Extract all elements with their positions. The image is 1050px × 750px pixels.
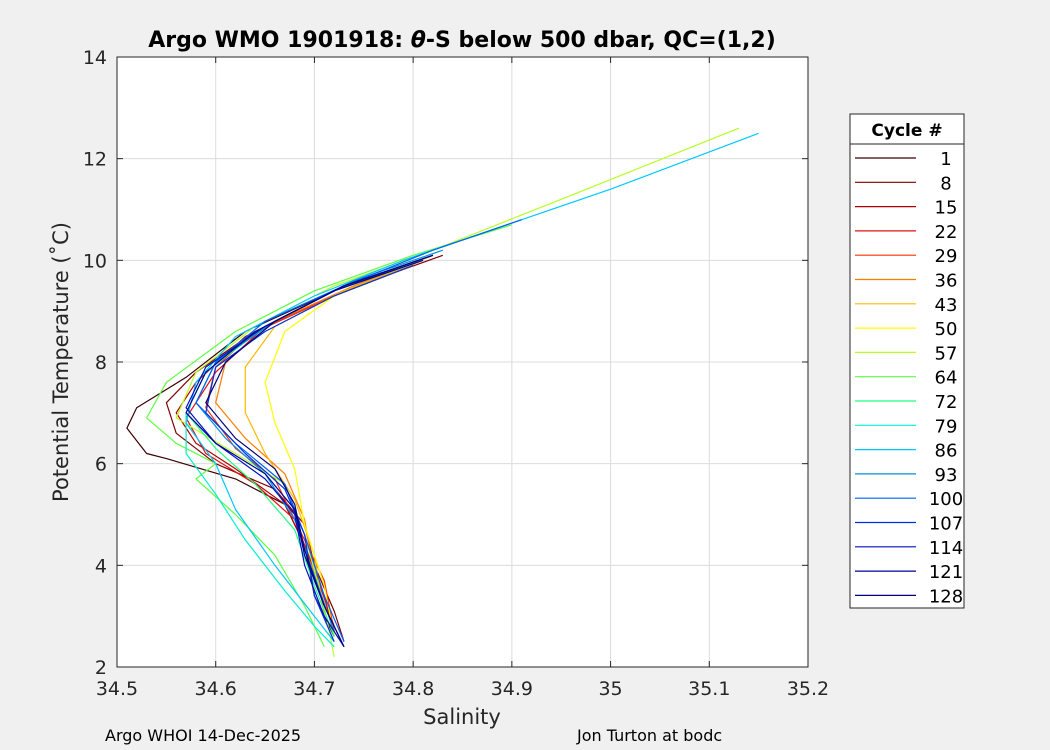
chart-title-suffix: -S below 500 dbar, QC=(1,2) [426, 28, 776, 53]
legend-entry-label: 64 [935, 368, 958, 389]
legend-entry-label: 43 [935, 295, 958, 316]
legend-entry-label: 36 [935, 271, 958, 292]
y-tick-label: 14 [83, 47, 107, 69]
x-tick-label: 34.9 [491, 678, 533, 700]
x-tick-label: 34.8 [392, 678, 434, 700]
y-tick-label: 8 [95, 352, 107, 374]
series-line-cycle-128 [205, 254, 434, 647]
legend-entry-label: 121 [929, 562, 963, 583]
x-tick-label: 34.7 [293, 678, 335, 700]
legend-entry-label: 114 [929, 538, 963, 559]
legend-entry-label: 86 [935, 441, 958, 462]
legend-entry-label: 1 [940, 149, 951, 170]
legend-entry-label: 15 [935, 198, 958, 219]
x-tick-label: 34.6 [195, 678, 237, 700]
axis-ticks: 34.5 34.6 34.7 34.8 34.9 35 35.1 35.2 2 4 6 8 10 12 14 [83, 47, 829, 700]
legend: Cycle # 1 8 15 22 29 36 43 50 57 64 72 79 86 93 100 107… [849, 113, 965, 609]
legend-entry-label: 79 [935, 416, 958, 437]
footer-right: Jon Turton at bodc [576, 726, 722, 745]
series-line-cycle-36 [215, 254, 434, 632]
chart-title-prefix: Argo WMO 1901918: [148, 28, 411, 53]
series-line-cycle-100 [195, 219, 522, 642]
x-tick-label: 35.2 [787, 678, 829, 700]
legend-entry-label: 72 [935, 392, 958, 413]
legend-entry-label: 57 [935, 343, 958, 364]
legend-entry-label: 93 [935, 465, 958, 486]
legend-entry-label: 128 [929, 586, 963, 607]
legend-entry-label: 107 [929, 514, 963, 535]
chart-title: Argo WMO 1901918: θ-S below 500 dbar, QC… [148, 28, 776, 53]
x-tick-label: 35 [598, 678, 622, 700]
legend-entry-label: 50 [935, 319, 958, 340]
y-tick-label: 2 [95, 657, 107, 679]
y-tick-label: 6 [95, 454, 107, 476]
legend-title: Cycle # [871, 121, 942, 141]
legend-items: 1 8 15 22 29 36 43 50 57 64 72 79 86 93 100 107 114 121 12… [855, 149, 963, 607]
legend-entry-label: 22 [935, 222, 958, 243]
legend-box [849, 113, 965, 609]
x-axis-label: Salinity [423, 705, 501, 729]
y-tick-label: 4 [95, 555, 107, 577]
series-layer [126, 127, 759, 657]
y-axis-label: Potential Temperature (˚C) [49, 222, 73, 502]
legend-entry-label: 8 [940, 173, 951, 194]
y-tick-label: 12 [83, 149, 107, 171]
series-line-cycle-64 [146, 224, 513, 647]
y-tick-label: 10 [83, 250, 107, 272]
legend-entry-label: 100 [929, 489, 963, 510]
chart-title-theta: θ [411, 28, 426, 53]
x-tick-label: 34.5 [96, 678, 138, 700]
legend-entry-label: 29 [935, 246, 958, 267]
x-tick-label: 35.1 [688, 678, 730, 700]
series-line-cycle-50 [264, 264, 414, 637]
footer-left: Argo WHOI 14-Dec-2025 [105, 726, 301, 745]
